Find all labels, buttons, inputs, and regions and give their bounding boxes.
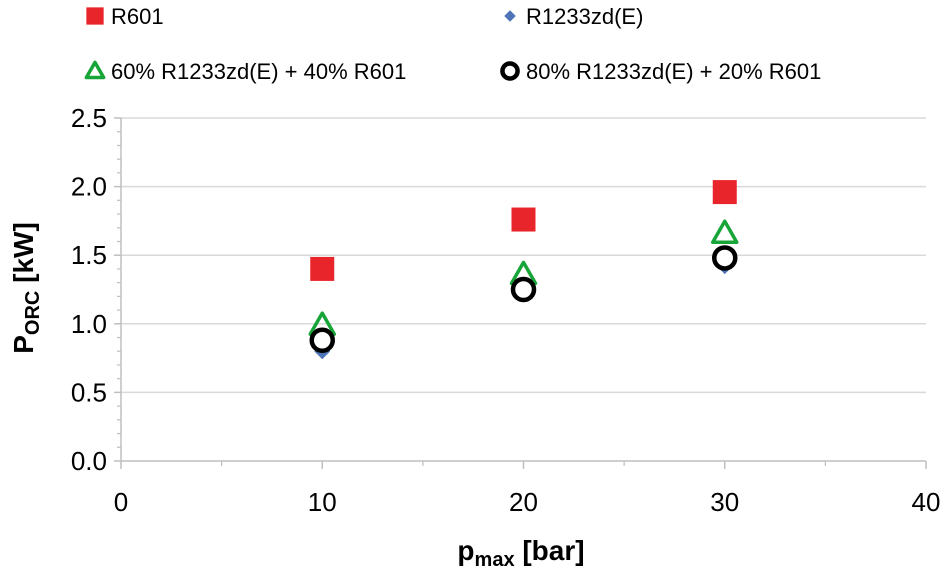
point-circle-2	[712, 245, 738, 271]
axes	[114, 117, 927, 469]
legend-marker-square	[86, 7, 104, 25]
point-triangle-2	[711, 219, 739, 244]
gridlines	[121, 117, 926, 394]
legend-label-2: 60% R1233zd(E) + 40% R601	[111, 59, 406, 84]
x-tick-label-1: 10	[308, 487, 337, 517]
y-tick-label-0: 0.0	[71, 446, 107, 476]
point-circle-1	[510, 276, 537, 303]
x-tick-label-2: 20	[509, 487, 538, 517]
y-tick-label-4: 2.0	[71, 172, 107, 202]
tick-labels: 0.0 0.5 1.0 1.5 2.0 2.5 0 10 20 30 40	[71, 103, 941, 517]
legend-label-1: R1233zd(E)	[526, 4, 643, 29]
x-tick-label-3: 30	[710, 487, 739, 517]
legend-marker-triangle	[84, 60, 106, 80]
point-square-2	[712, 180, 737, 205]
legend-marker-diamond	[504, 10, 516, 22]
point-square-0	[310, 256, 335, 281]
legend-marker-circle	[500, 61, 520, 81]
point-circle-0	[309, 327, 335, 354]
x-tick-label-0: 0	[114, 487, 128, 517]
y-tick-label-2: 1.0	[71, 309, 107, 339]
x-axis-title: pmax [bar]	[457, 535, 584, 571]
y-tick-label-3: 1.5	[71, 240, 107, 270]
legend: R601 R1233zd(E) 60% R1233zd(E) + 40% R601 8…	[84, 4, 821, 84]
data-points	[308, 180, 739, 360]
y-tick-label-1: 0.5	[71, 377, 107, 407]
y-tick-label-5: 2.5	[71, 103, 107, 133]
point-square-1	[511, 207, 536, 232]
legend-label-0: R601	[111, 4, 164, 29]
legend-label-3: 80% R1233zd(E) + 20% R601	[526, 59, 821, 84]
x-tick-label-4: 40	[912, 487, 941, 517]
y-axis-title: PORC [kW]	[8, 222, 44, 354]
